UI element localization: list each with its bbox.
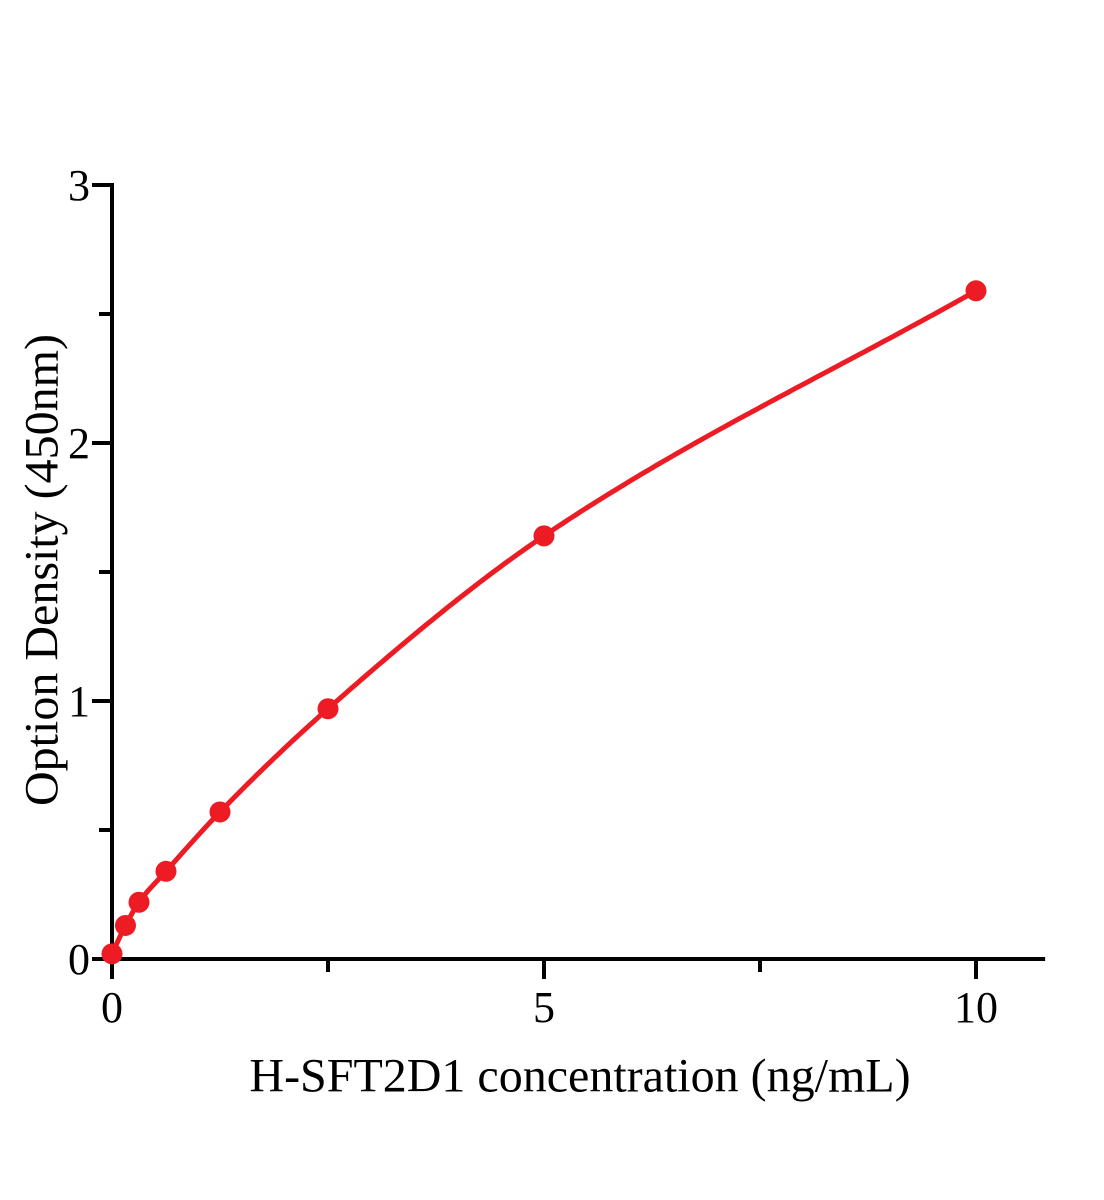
y-axis-tick-label: 1 (68, 677, 90, 726)
data-point-marker (114, 914, 136, 936)
data-point-marker (965, 280, 987, 302)
x-axis-tick-label: 5 (533, 983, 555, 1032)
standard-curve-line (109, 288, 979, 957)
x-axis-tick-label: 10 (954, 983, 998, 1032)
y-axis-tick-label: 3 (68, 161, 90, 210)
data-point-marker (155, 860, 177, 882)
data-point-marker (317, 698, 339, 720)
data-point-marker (209, 801, 231, 823)
data-point-marker (101, 943, 123, 965)
data-point-marker (128, 891, 150, 913)
x-axis-tick-label: 0 (101, 983, 123, 1032)
data-point-marker (533, 525, 555, 547)
x-axis-title: H-SFT2D1 concentration (ng/mL) (249, 1049, 911, 1103)
y-axis-tick-label: 0 (68, 935, 90, 984)
y-axis-tick-label: 2 (68, 419, 90, 468)
y-axis-title: Option Density (450nm) (15, 334, 69, 806)
